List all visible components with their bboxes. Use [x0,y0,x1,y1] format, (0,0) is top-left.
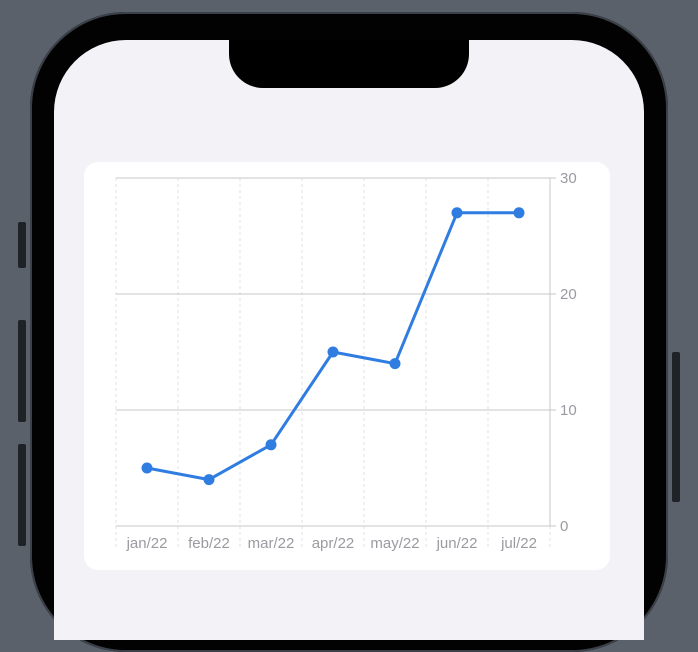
volume-down-button [18,444,26,546]
chart-card: 0 10 20 30 jan/22 feb/22 mar/22 apr/22 may/22 jun… [84,162,610,570]
power-button [672,352,680,502]
data-point [513,207,525,219]
x-tick-label: apr/22 [312,535,355,552]
notch [229,40,469,88]
data-point [451,207,463,219]
line-chart: 0 10 20 30 jan/22 feb/22 mar/22 apr/22 may/22 jun… [115,170,577,552]
mute-switch [18,222,26,268]
y-tick-label: 0 [560,518,568,535]
x-tick-label: jun/22 [436,535,478,552]
data-point [203,474,215,486]
phone-screen: 0 10 20 30 jan/22 feb/22 mar/22 apr/22 may/22 jun… [54,40,644,640]
x-tick-label: jul/22 [500,535,537,552]
volume-up-button [18,320,26,422]
x-tick-label: jan/22 [126,535,168,552]
x-tick-label: may/22 [370,535,419,552]
data-point [265,439,277,451]
x-tick-label: mar/22 [248,535,295,552]
series-line [145,211,521,482]
data-point [141,462,153,474]
data-point [327,346,339,358]
y-tick-label: 10 [560,402,577,419]
data-point [389,358,401,370]
y-tick-label: 30 [560,170,577,187]
y-tick-label: 20 [560,286,577,303]
x-tick-label: feb/22 [188,535,230,552]
